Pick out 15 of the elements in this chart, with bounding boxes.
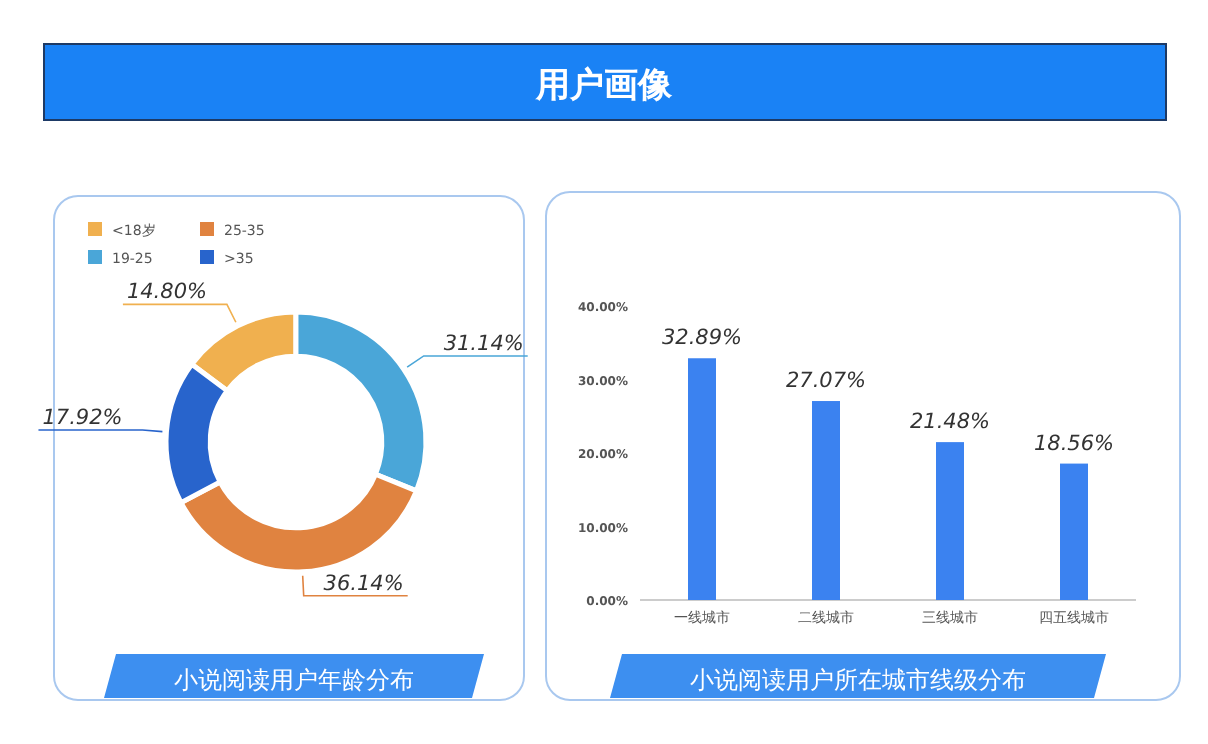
bar <box>688 358 716 600</box>
data-label: 17.92% <box>42 406 123 431</box>
text: 小说阅读用户年龄分布 <box>174 666 414 694</box>
data-label: 27.07% <box>785 369 867 394</box>
data-label: 36.14% <box>323 571 404 596</box>
bar <box>1060 463 1088 600</box>
data-label: 21.48% <box>909 410 991 435</box>
text: 用户画像 <box>534 66 674 106</box>
data-label: 32.89% <box>661 326 743 351</box>
data-label: 31.14% <box>443 331 524 356</box>
bar <box>936 442 964 600</box>
bar <box>812 401 840 600</box>
data-label: 18.56% <box>1033 431 1115 456</box>
data-label: 14.80% <box>126 280 208 305</box>
text: 小说阅读用户所在城市线级分布 <box>690 666 1026 694</box>
